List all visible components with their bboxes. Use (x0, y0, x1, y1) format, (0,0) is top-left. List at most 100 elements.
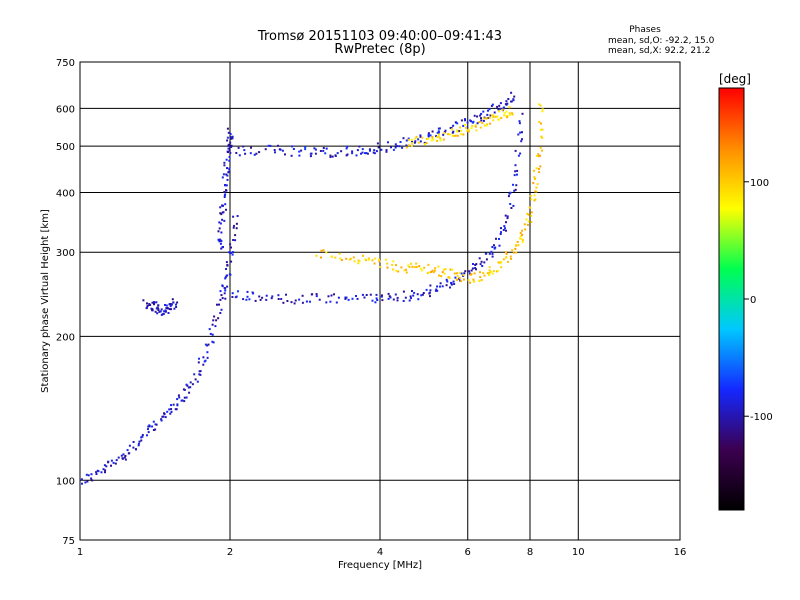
data-point (258, 151, 261, 154)
data-point (429, 284, 432, 287)
data-point (529, 195, 532, 198)
data-point (512, 99, 515, 102)
data-point (444, 129, 447, 132)
data-point (231, 292, 234, 295)
data-point (368, 148, 371, 151)
data-point (168, 308, 171, 310)
data-point (322, 249, 325, 252)
data-point (445, 278, 448, 281)
data-point (411, 290, 413, 292)
data-point (498, 238, 500, 240)
data-point (217, 230, 220, 233)
data-point (459, 126, 462, 129)
data-point (169, 305, 172, 308)
data-point (377, 146, 380, 149)
data-point (506, 102, 509, 105)
data-point (508, 106, 511, 109)
data-point (475, 268, 477, 271)
data-point (298, 154, 301, 157)
data-point (436, 285, 439, 288)
data-point (510, 100, 513, 103)
data-point (425, 142, 428, 144)
data-point (238, 154, 241, 157)
x-tick-label: 4 (377, 547, 383, 558)
data-point (170, 308, 172, 311)
data-point (439, 285, 441, 288)
data-point (517, 244, 520, 247)
data-point (389, 296, 392, 299)
data-point (452, 135, 455, 137)
data-point (277, 144, 279, 147)
data-point (234, 239, 237, 242)
data-point (206, 356, 209, 359)
data-point (507, 195, 510, 198)
data-point (485, 124, 488, 127)
data-point (435, 135, 438, 138)
data-point (207, 343, 210, 346)
data-point (206, 344, 209, 347)
data-point (261, 296, 264, 299)
data-point (533, 176, 536, 179)
data-point (397, 270, 400, 273)
data-point (395, 269, 398, 272)
data-point (170, 404, 172, 407)
data-point (230, 251, 233, 254)
data-point (416, 293, 419, 296)
data-point (163, 310, 166, 313)
data-point (198, 357, 200, 360)
data-point (304, 146, 307, 149)
data-point (475, 263, 478, 266)
data-point (376, 142, 379, 145)
data-point (177, 394, 180, 397)
data-point (361, 148, 364, 151)
y-tick-label: 500 (56, 142, 75, 153)
data-point (520, 237, 523, 240)
data-point (158, 310, 161, 313)
data-point (385, 258, 388, 261)
data-point (223, 161, 226, 164)
data-point (381, 294, 383, 297)
data-point (408, 299, 411, 302)
data-point (172, 301, 175, 304)
data-point (530, 211, 533, 214)
data-point (489, 114, 492, 117)
data-point (178, 396, 181, 399)
data-point (90, 477, 93, 480)
data-point (407, 138, 410, 141)
data-point (216, 303, 218, 306)
data-point (514, 170, 517, 173)
data-point (232, 215, 235, 218)
data-point (226, 285, 229, 288)
data-point (409, 295, 412, 298)
data-point (318, 298, 321, 301)
data-point (518, 120, 521, 123)
data-point (246, 295, 249, 298)
data-point (427, 132, 430, 135)
data-point (189, 386, 192, 389)
data-point (423, 141, 426, 144)
stats-o-mode: mean, sd,O: -92.2, 15.0 (608, 36, 715, 46)
data-point (347, 298, 350, 301)
data-point (448, 277, 451, 280)
data-point (458, 271, 461, 274)
data-point (505, 221, 507, 224)
data-point (438, 127, 441, 130)
data-point (497, 261, 500, 264)
data-point (329, 154, 332, 157)
data-point (521, 138, 523, 141)
data-point (488, 272, 491, 274)
data-point (498, 118, 501, 121)
data-point (482, 272, 485, 275)
data-point (509, 114, 511, 117)
data-point (363, 296, 366, 299)
y-tick-label: 100 (56, 476, 75, 487)
data-point (480, 279, 483, 281)
data-point (455, 272, 458, 275)
data-point (329, 300, 332, 303)
data-point (452, 124, 455, 127)
data-point (372, 151, 375, 154)
data-point (541, 110, 544, 113)
data-point (464, 119, 467, 122)
data-point (478, 257, 481, 260)
x-tick-labels: 1 2 4 6 8 10 16 (77, 547, 687, 558)
